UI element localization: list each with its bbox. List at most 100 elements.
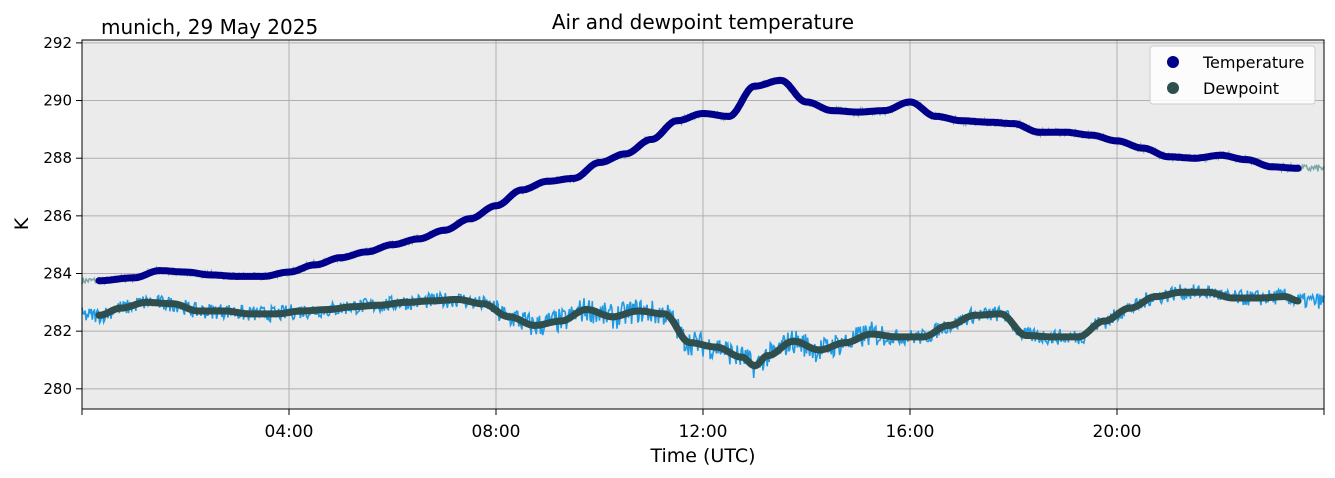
data-point-dewpoint <box>686 339 694 347</box>
data-point-temperature <box>259 272 267 280</box>
data-point-temperature <box>1268 163 1276 171</box>
data-point-temperature <box>182 268 189 276</box>
data-point-dewpoint <box>324 306 332 313</box>
data-point-dewpoint <box>1294 297 1302 305</box>
y-tick-label: 282 <box>43 322 72 340</box>
data-point-temperature <box>518 186 526 194</box>
legend-box <box>1149 45 1316 105</box>
data-point-temperature <box>311 261 319 269</box>
data-point-dewpoint <box>867 330 875 338</box>
data-point-dewpoint <box>298 307 306 315</box>
data-point-dewpoint <box>95 311 103 319</box>
data-point-temperature <box>1165 153 1173 161</box>
data-point-temperature <box>777 76 785 84</box>
data-point-dewpoint <box>194 307 202 315</box>
data-point-temperature <box>207 271 215 279</box>
data-point-temperature <box>492 202 500 210</box>
data-point-dewpoint <box>1178 288 1186 296</box>
data-point-temperature <box>699 110 707 117</box>
data-point-temperature <box>1217 151 1224 159</box>
data-point-dewpoint <box>971 311 979 319</box>
data-point-dewpoint <box>505 313 513 321</box>
y-axis: 280 282 284 286 288 290 292 <box>43 34 82 398</box>
data-point-dewpoint <box>1048 333 1056 341</box>
data-point-dewpoint <box>738 353 746 361</box>
y-tick-label: 284 <box>43 265 72 283</box>
data-point-temperature <box>1035 128 1043 136</box>
data-point-temperature <box>932 112 940 120</box>
data-point-temperature <box>414 235 422 243</box>
data-point-dewpoint <box>1100 317 1108 325</box>
data-point-dewpoint <box>1022 332 1030 339</box>
data-point-temperature <box>337 254 345 262</box>
data-point-dewpoint <box>712 343 720 351</box>
data-point-dewpoint <box>751 362 759 370</box>
data-point-dewpoint <box>117 304 125 312</box>
data-point-dewpoint <box>945 321 953 329</box>
data-point-dewpoint <box>246 310 254 318</box>
data-point-dewpoint <box>764 352 772 360</box>
data-point-temperature <box>389 241 396 249</box>
x-tick-label: 04:00 <box>265 422 314 442</box>
data-point-dewpoint <box>608 313 616 321</box>
data-point-temperature <box>906 98 914 106</box>
data-point-temperature <box>596 159 603 166</box>
data-point-temperature <box>285 268 293 276</box>
data-point-dewpoint <box>1281 293 1289 301</box>
legend-temperature-marker <box>1167 56 1179 68</box>
data-point-dewpoint <box>997 310 1005 318</box>
chart-subtitle: munich, 29 May 2025 <box>101 15 318 39</box>
data-point-temperature <box>1061 128 1069 136</box>
data-point-temperature <box>1294 164 1302 172</box>
data-point-temperature <box>958 117 966 125</box>
data-point-temperature <box>1139 144 1147 152</box>
legend-dewpoint-marker <box>1167 82 1179 94</box>
data-point-temperature <box>1242 156 1250 164</box>
data-point-temperature <box>440 226 448 234</box>
data-point-dewpoint <box>841 339 849 347</box>
data-point-temperature <box>95 277 103 285</box>
data-point-temperature <box>544 177 552 185</box>
data-point-dewpoint <box>220 307 228 315</box>
series-line-temperature <box>95 76 1302 285</box>
data-point-temperature <box>751 82 759 90</box>
data-point-temperature <box>828 107 836 115</box>
data-point-dewpoint <box>1074 333 1082 341</box>
data-point-dewpoint <box>350 303 358 311</box>
data-point-dewpoint <box>815 346 823 354</box>
data-point-temperature <box>673 117 681 125</box>
x-tick-label: 16:00 <box>886 422 935 442</box>
data-point-temperature <box>621 150 629 158</box>
data-point-dewpoint <box>1126 304 1134 312</box>
data-point-dewpoint <box>1204 288 1212 296</box>
data-point-temperature <box>363 248 371 256</box>
legend: Temperature Dewpoint <box>1149 45 1316 105</box>
data-point-dewpoint <box>1255 294 1263 302</box>
data-point-temperature <box>880 107 888 115</box>
data-point-temperature <box>1113 137 1121 145</box>
data-point-dewpoint <box>919 333 927 341</box>
data-point-temperature <box>647 136 655 143</box>
legend-temperature-label: Temperature <box>1202 53 1304 72</box>
data-point-dewpoint <box>893 333 901 341</box>
data-point-dewpoint <box>453 296 461 303</box>
data-point-dewpoint <box>660 310 668 318</box>
data-point-temperature <box>854 108 862 116</box>
data-point-dewpoint <box>427 297 435 305</box>
data-point-dewpoint <box>1229 294 1237 302</box>
data-point-temperature <box>1087 131 1095 139</box>
data-point-temperature <box>570 174 578 182</box>
data-point-temperature <box>1010 120 1017 128</box>
data-point-dewpoint <box>401 298 409 306</box>
data-point-dewpoint <box>634 307 642 315</box>
data-point-temperature <box>1191 154 1199 162</box>
y-tick-label: 290 <box>43 92 72 110</box>
y-axis-label: K <box>11 217 33 230</box>
x-tick-label: 20:00 <box>1093 422 1142 442</box>
x-axis: 04:00 08:00 12:00 16:00 20:00 <box>81 409 1325 442</box>
y-tick-label: 292 <box>43 34 72 52</box>
x-tick-label: 08:00 <box>472 422 521 442</box>
legend-dewpoint-label: Dewpoint <box>1203 79 1279 98</box>
x-tick-label: 12:00 <box>679 422 728 442</box>
